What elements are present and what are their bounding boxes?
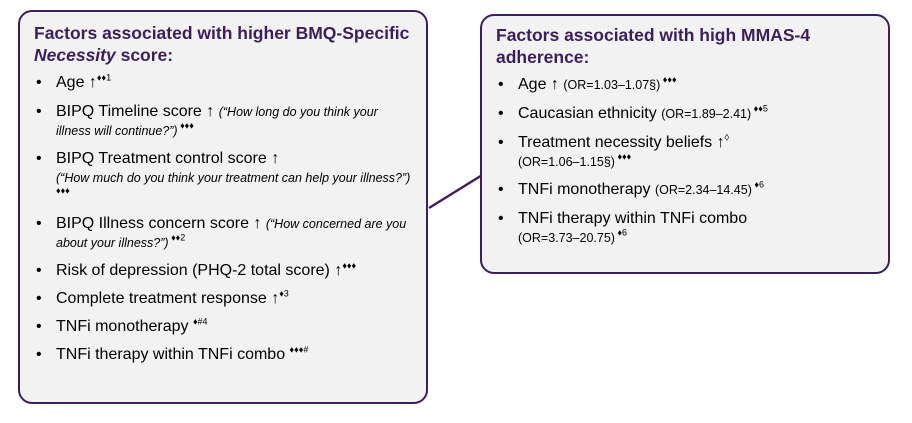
mmas-box-title: Factors associated with high MMAS-4 adhe…: [496, 25, 811, 67]
list-item: Age ↑♦♦1: [34, 72, 412, 93]
item-label: BIPQ Timeline score ↑: [56, 103, 219, 120]
item-ref: ♦♦2: [168, 232, 186, 243]
title-text-1: Factors associated with higher BMQ-Speci…: [34, 23, 410, 43]
title-italic: Necessity: [34, 45, 116, 65]
item-label: TNFi monotherapy: [56, 318, 193, 335]
item-label: BIPQ Treatment control score ↑: [56, 150, 280, 167]
item-odds-ratio: (OR=1.03–1.07§): [563, 78, 661, 92]
list-item: Age ↑ (OR=1.03–1.07§) ♦♦♦: [496, 74, 874, 95]
item-ref: ♦♦5: [751, 103, 768, 114]
list-item: BIPQ Timeline score ↑ (“How long do you …: [34, 101, 412, 140]
mmas-factors-box: Factors associated with high MMAS-4 adhe…: [480, 14, 890, 274]
list-item: TNFi therapy within TNFi combo ♦♦♦#: [34, 344, 412, 365]
item-label: TNFi monotherapy: [518, 181, 655, 198]
item-ref: ♦6: [614, 227, 628, 238]
item-label: Risk of depression (PHQ-2 total score) ↑: [56, 262, 343, 279]
list-item: TNFi monotherapy ♦#4: [34, 316, 412, 337]
list-item: BIPQ Illness concern score ↑ (“How conce…: [34, 213, 412, 252]
item-ref: ♦♦♦: [177, 120, 194, 131]
list-item: TNFi therapy within TNFi combo (OR=3.73–2…: [496, 208, 874, 247]
item-odds-ratio: (OR=1.89–2.41): [661, 107, 752, 121]
item-ref: ♦3: [279, 288, 289, 299]
item-label: Caucasian ethnicity: [518, 105, 662, 122]
mmas-factor-list: Age ↑ (OR=1.03–1.07§) ♦♦♦ Caucasian ethn…: [496, 74, 874, 247]
list-item: BIPQ Treatment control score ↑ (“How much…: [34, 148, 412, 205]
item-label: Age ↑: [518, 76, 564, 93]
item-ref: ♦♦♦: [56, 185, 70, 196]
bmq-factors-box: Factors associated with higher BMQ-Speci…: [18, 10, 428, 404]
item-label: BIPQ Illness concern score ↑: [56, 215, 266, 232]
item-ref: ♦♦♦: [342, 260, 357, 271]
item-label: Age ↑: [56, 74, 97, 91]
item-odds-ratio: (OR=3.73–20.75): [518, 231, 615, 245]
item-detail: (“How concerned are you about your illne…: [56, 217, 407, 250]
bmq-factor-list: Age ↑♦♦1 BIPQ Timeline score ↑ (“How lon…: [34, 72, 412, 365]
item-ref-symbol: ◊: [724, 132, 730, 143]
item-odds-ratio: (OR=2.34–14.45): [654, 183, 752, 197]
bmq-box-title: Factors associated with higher BMQ-Speci…: [34, 22, 412, 66]
item-ref: ♦#4: [192, 316, 208, 327]
list-item: Caucasian ethnicity (OR=1.89–2.41) ♦♦5: [496, 103, 874, 124]
title-text-2: score:: [115, 45, 174, 65]
item-label: Complete treatment response ↑: [56, 290, 280, 307]
item-ref: ♦♦♦#: [289, 344, 309, 355]
item-ref: ♦♦1: [96, 72, 112, 83]
list-item: Risk of depression (PHQ-2 total score) ↑…: [34, 260, 412, 281]
item-label: TNFi therapy within TNFi combo: [518, 210, 748, 227]
item-ref: ♦♦♦: [614, 151, 632, 162]
list-item: Treatment necessity beliefs ↑◊ (OR=1.06–…: [496, 132, 874, 171]
item-label: TNFi therapy within TNFi combo: [56, 346, 290, 363]
item-detail: (“How long do you think your illness wil…: [56, 105, 378, 138]
item-detail: (“How much do you think your treatment c…: [56, 171, 411, 185]
item-ref: ♦6: [751, 179, 764, 190]
item-odds-ratio: (OR=1.06–1.15§): [518, 155, 615, 169]
item-label: Treatment necessity beliefs ↑: [518, 134, 725, 151]
item-ref: ♦♦♦: [660, 74, 677, 85]
list-item: TNFi monotherapy (OR=2.34–14.45) ♦6: [496, 179, 874, 200]
list-item: Complete treatment response ↑♦3: [34, 288, 412, 309]
